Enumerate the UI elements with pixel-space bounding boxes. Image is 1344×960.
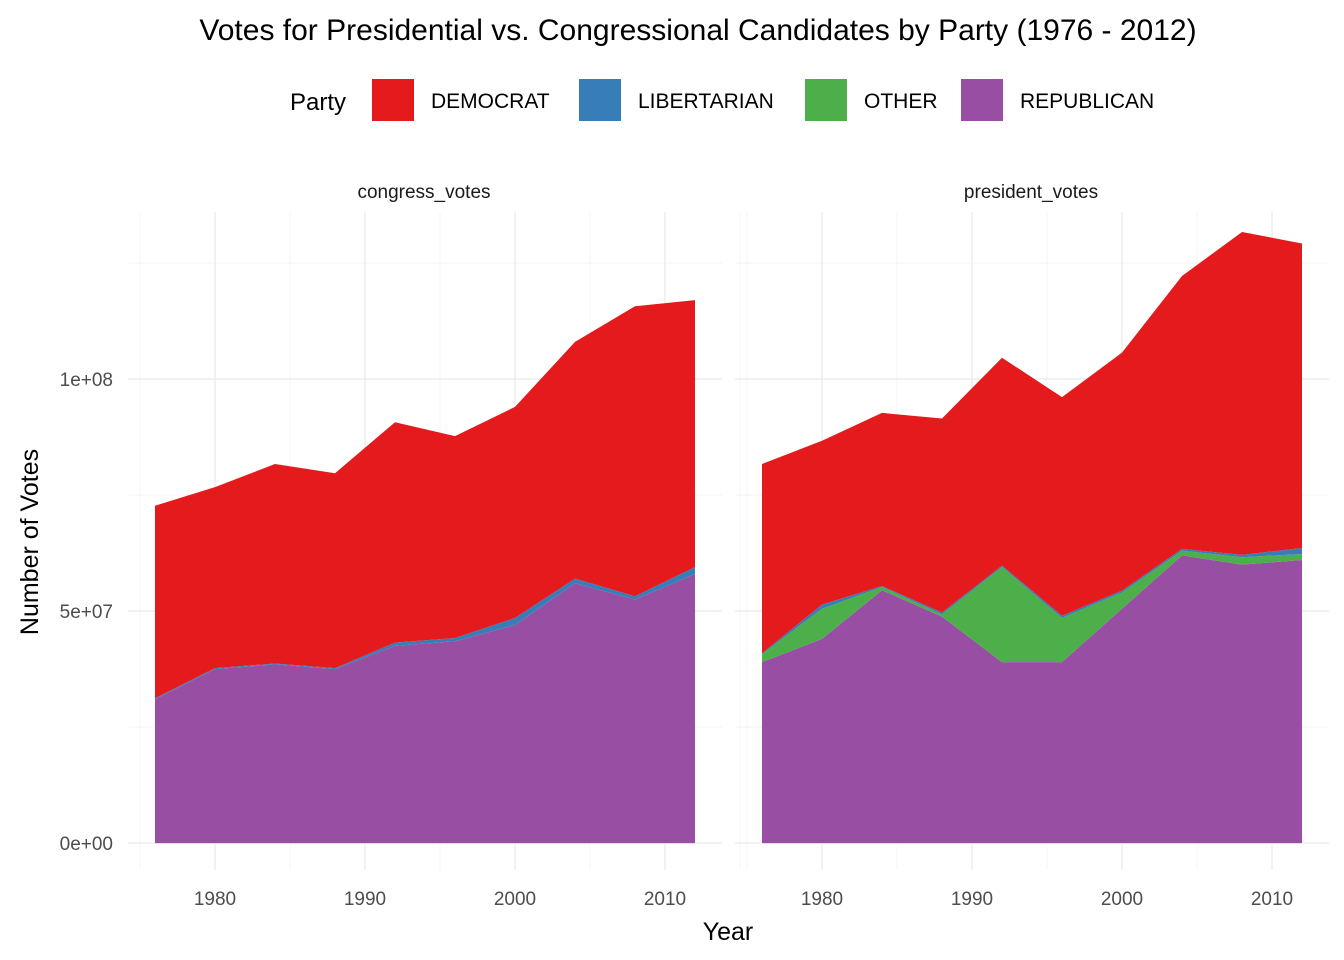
legend: Party DEMOCRAT LIBERTARIAN OTHER REPUBLICAN xyxy=(290,79,1154,121)
y-axis: 0e+00 5e+07 1e+08 xyxy=(60,370,113,855)
legend-title: Party xyxy=(290,89,346,116)
x-tick-label: 1990 xyxy=(344,889,386,910)
panel-strip-president: president_votes xyxy=(964,182,1098,203)
x-tick-label: 2000 xyxy=(1101,889,1143,910)
x-tick-label: 2010 xyxy=(644,889,686,910)
panel-congress: congress_votes 1980 1990 2000 2010 xyxy=(128,182,741,910)
y-tick-label: 0e+00 xyxy=(60,834,113,855)
x-tick-label: 1990 xyxy=(951,889,993,910)
legend-swatch-democrat xyxy=(372,79,414,121)
x-tick-label: 1980 xyxy=(801,889,843,910)
legend-swatch-republican xyxy=(961,79,1003,121)
legend-swatch-libertarian xyxy=(579,79,621,121)
area-republican xyxy=(155,573,695,844)
area-democrat xyxy=(155,300,695,699)
y-tick-label: 1e+08 xyxy=(60,370,113,391)
panel-president: president_votes 1980 1990 2000 2010 xyxy=(735,182,1329,910)
legend-item-democrat: DEMOCRAT xyxy=(372,79,550,121)
legend-item-other: OTHER xyxy=(805,79,938,121)
legend-item-republican: REPUBLICAN xyxy=(961,79,1154,121)
legend-label-democrat: DEMOCRAT xyxy=(431,90,550,113)
area-other xyxy=(762,550,1302,663)
legend-item-libertarian: LIBERTARIAN xyxy=(579,79,774,121)
chart-title: Votes for Presidential vs. Congressional… xyxy=(199,14,1196,47)
x-tick-label: 2010 xyxy=(1251,889,1293,910)
legend-label-libertarian: LIBERTARIAN xyxy=(638,90,774,113)
x-tick-label: 2000 xyxy=(494,889,536,910)
legend-label-republican: REPUBLICAN xyxy=(1020,90,1154,113)
legend-label-other: OTHER xyxy=(864,90,938,113)
y-tick-label: 5e+07 xyxy=(60,602,113,623)
legend-swatch-other xyxy=(805,79,847,121)
x-axis-title: Year xyxy=(703,918,754,946)
panel-strip-congress: congress_votes xyxy=(357,182,490,203)
y-axis-title: Number of Votes xyxy=(16,449,44,635)
area-republican xyxy=(762,555,1302,844)
x-tick-label: 1980 xyxy=(194,889,236,910)
area-democrat xyxy=(762,231,1302,654)
